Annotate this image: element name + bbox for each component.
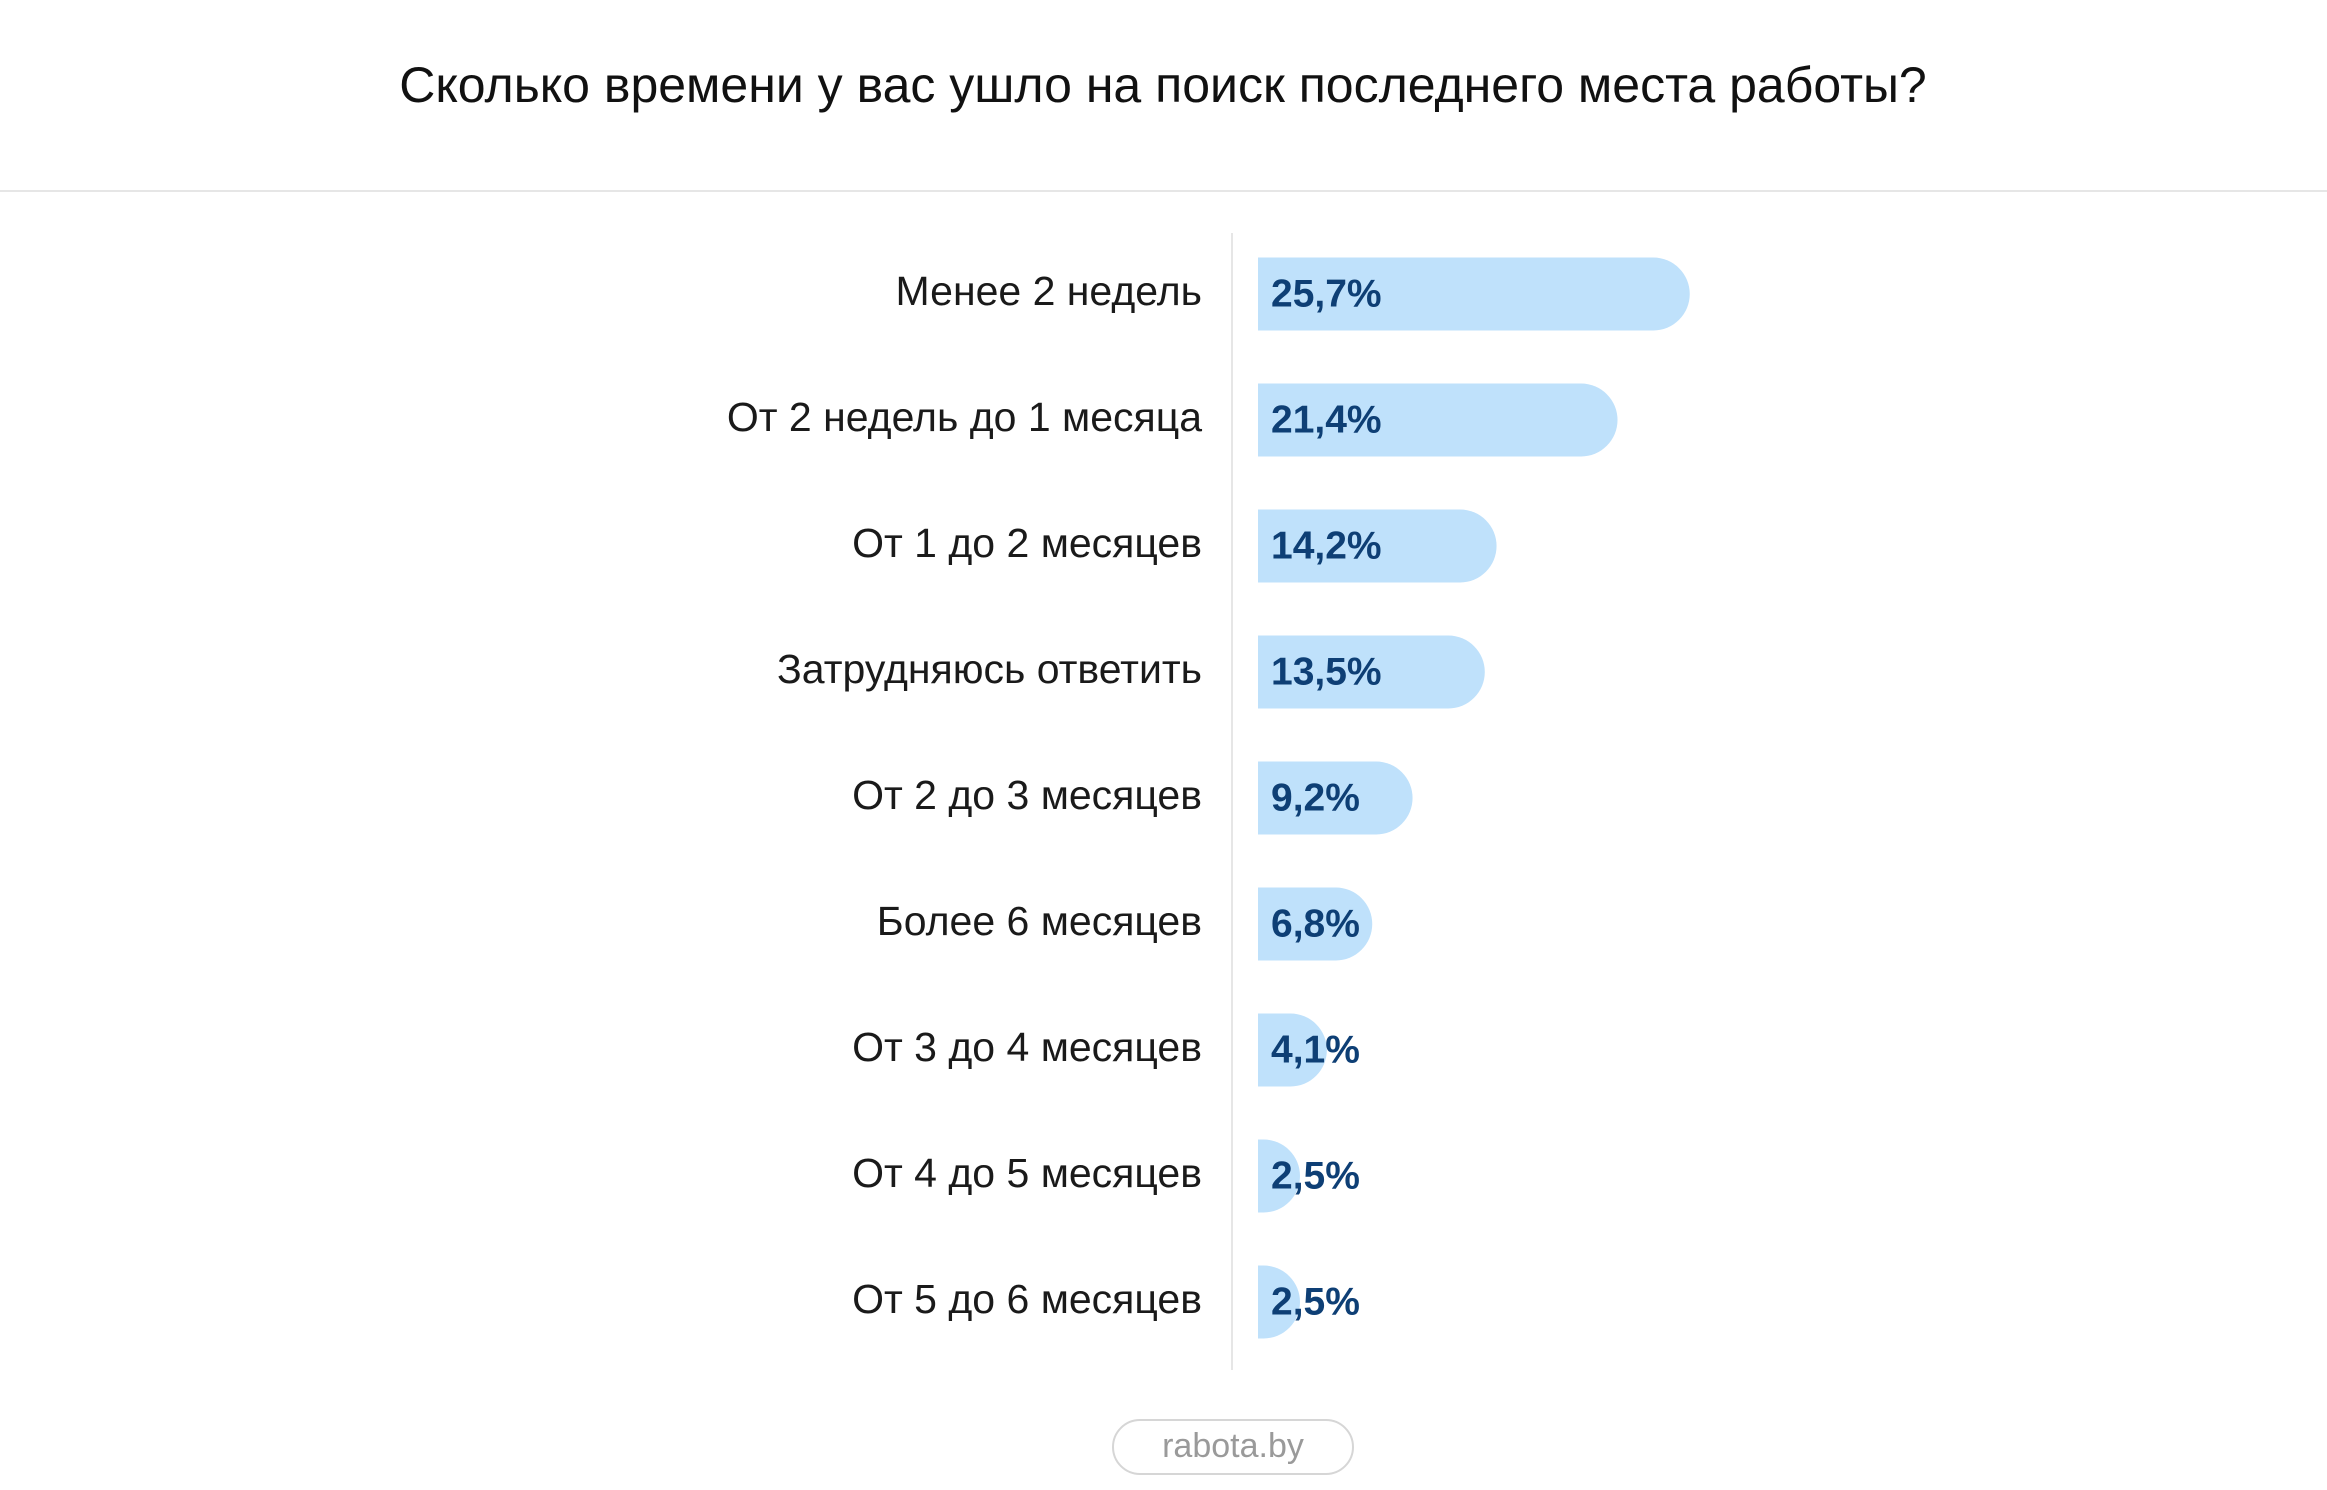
bar <box>1258 383 1618 457</box>
category-label: От 2 до 3 месяцев <box>852 772 1202 818</box>
value-label: 14,2% <box>1271 524 1382 567</box>
bar <box>1258 257 1690 331</box>
value-label: 9,2% <box>1271 776 1360 819</box>
value-label: 13,5% <box>1271 650 1382 693</box>
bar <box>1258 509 1497 583</box>
bar <box>1258 1013 1327 1087</box>
category-label: Затрудняюсь ответить <box>777 646 1202 692</box>
value-label: 4,1% <box>1271 1028 1360 1071</box>
bar <box>1258 761 1413 835</box>
value-label: 21,4% <box>1271 398 1382 441</box>
category-label: От 1 до 2 месяцев <box>852 520 1202 566</box>
value-label: 2,5% <box>1271 1154 1360 1197</box>
category-label: От 3 до 4 месяцев <box>852 1024 1202 1070</box>
category-label: От 5 до 6 месяцев <box>852 1276 1202 1322</box>
chart-title: Сколько времени у вас ушло на поиск посл… <box>399 57 1926 113</box>
bar <box>1258 887 1373 961</box>
value-label: 6,8% <box>1271 902 1360 945</box>
source-text: rabota.by <box>1162 1427 1304 1465</box>
bar <box>1258 635 1485 709</box>
source-badge <box>1112 1419 1354 1475</box>
bar <box>1258 1139 1300 1213</box>
category-label: Менее 2 недель <box>896 268 1202 314</box>
category-label: От 2 недель до 1 месяца <box>727 394 1202 440</box>
value-label: 2,5% <box>1271 1280 1360 1323</box>
category-label: От 4 до 5 месяцев <box>852 1150 1202 1196</box>
value-label: 25,7% <box>1271 272 1382 315</box>
category-label: Более 6 месяцев <box>877 898 1202 944</box>
bar <box>1258 1265 1300 1339</box>
